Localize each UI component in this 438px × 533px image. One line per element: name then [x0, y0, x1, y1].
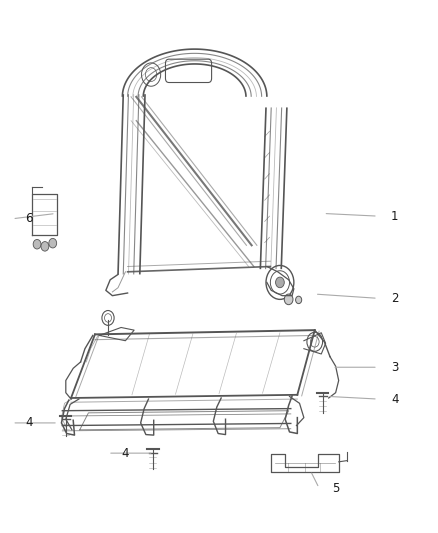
Text: 4: 4 [25, 416, 33, 430]
Text: 4: 4 [391, 393, 399, 406]
Text: 4: 4 [121, 447, 129, 459]
Circle shape [296, 296, 302, 304]
Circle shape [33, 239, 41, 249]
Circle shape [276, 277, 284, 288]
Text: 5: 5 [332, 482, 339, 495]
Text: 2: 2 [391, 292, 399, 305]
Text: 6: 6 [25, 212, 33, 225]
Text: 1: 1 [391, 209, 399, 223]
Text: 3: 3 [391, 361, 398, 374]
Circle shape [284, 294, 293, 305]
Circle shape [41, 241, 49, 251]
Circle shape [49, 238, 57, 248]
